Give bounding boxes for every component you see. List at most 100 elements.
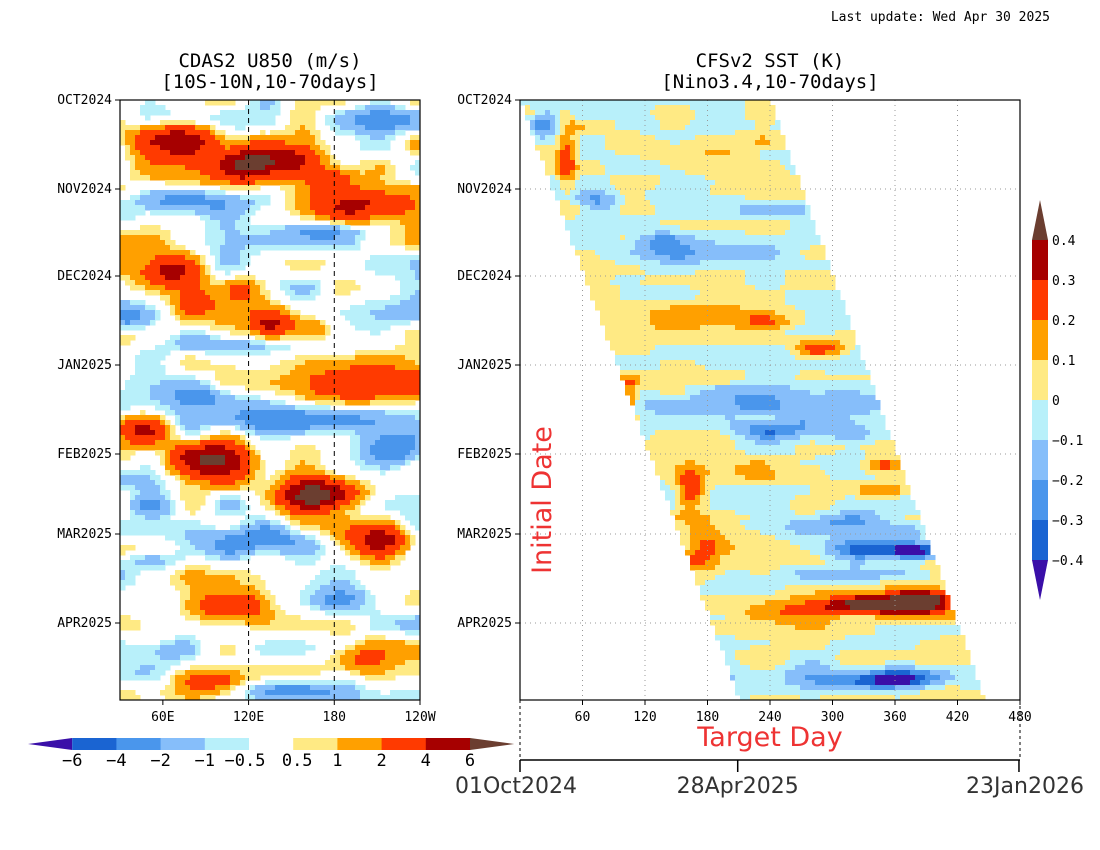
heat-cell [375,635,381,641]
heat-cell [400,510,406,516]
heat-cell [150,440,156,446]
heat-cell [350,670,356,676]
heat-cell [365,365,371,371]
heat-cell [215,480,221,486]
heat-cell [170,145,176,151]
heat-cell [285,685,291,691]
heat-cell [330,245,336,251]
heat-cell [235,220,241,226]
heat-cell [125,240,131,246]
heat-cell [180,445,186,451]
heat-cell [220,510,226,516]
heat-cell [330,175,336,181]
heat-cell [275,385,281,391]
heat-cell [375,380,381,386]
heat-cell [285,495,291,501]
heat-cell [370,550,376,556]
heat-cell [400,550,406,556]
heat-cell [210,215,216,221]
heat-cell [340,225,346,231]
heat-cell [325,665,331,671]
heat-cell [360,420,366,426]
heat-cell [295,120,301,126]
heat-cell [285,195,291,201]
heat-cell [195,690,201,696]
heat-cell [245,305,251,311]
heat-cell [130,310,136,316]
heat-cell [215,475,221,481]
heat-cell [275,130,281,136]
heat-cell [415,505,420,511]
heat-cell [240,350,246,356]
heat-cell [350,660,356,666]
heat-cell [205,155,211,161]
heat-cell [325,155,331,161]
heat-cell [215,345,221,351]
heat-cell [220,480,226,486]
heat-cell [335,170,341,176]
heat-cell [350,415,356,421]
heat-cell [245,315,251,321]
heat-cell [290,500,296,506]
heat-cell [275,510,281,516]
heat-cell [130,470,136,476]
heat-cell [255,250,261,256]
heat-cell [125,320,131,326]
heat-cell [165,285,171,291]
heat-cell [230,440,236,446]
heat-cell [315,690,321,696]
heat-cell [260,520,266,526]
heat-cell [355,380,361,386]
heat-cell [255,205,261,211]
left-panel: CDAS2 U850 (m/s) [10S-10N,10-70days] OCT… [57,50,436,725]
heat-cell [130,440,136,446]
heat-cell [260,100,266,106]
heat-cell [190,210,196,216]
heat-cell [335,160,341,166]
heat-cell [320,585,326,591]
heat-cell [270,120,276,126]
heat-cell [165,110,171,116]
heat-cell [380,665,386,671]
heat-cell [315,360,321,366]
heat-cell [350,200,356,206]
heat-cell [185,645,191,651]
heat-cell [225,225,231,231]
heat-cell [320,370,326,376]
heat-cell [135,200,141,206]
heat-cell [320,530,326,536]
heat-cell [130,505,136,511]
heat-cell [295,465,301,471]
heat-cell [140,430,146,436]
heat-cell [380,100,386,106]
heat-cell [365,320,371,326]
heat-cell [340,580,346,586]
heat-cell [200,530,206,536]
heat-cell [180,405,186,411]
heat-cell [205,440,211,446]
heat-cell [180,540,186,546]
heat-cell [290,505,296,511]
heat-cell [150,170,156,176]
heat-cell [165,405,171,411]
heat-cell [140,505,146,511]
heat-cell [395,310,401,316]
heat-cell [240,300,246,306]
heat-cell [225,140,231,146]
heat-cell [395,410,401,416]
heat-cell [250,430,256,436]
heat-cell [145,670,151,676]
heat-cell [275,330,281,336]
heat-cell [220,295,226,301]
heat-cell [275,545,281,551]
heat-cell [280,425,286,431]
heat-cell [190,305,196,311]
heat-cell [265,500,271,506]
heat-cell [270,545,276,551]
heat-cell [240,115,246,121]
heat-cell [220,155,226,161]
heat-cell [220,440,226,446]
heat-cell [120,340,126,346]
heat-cell [300,170,306,176]
heat-cell [295,545,301,551]
